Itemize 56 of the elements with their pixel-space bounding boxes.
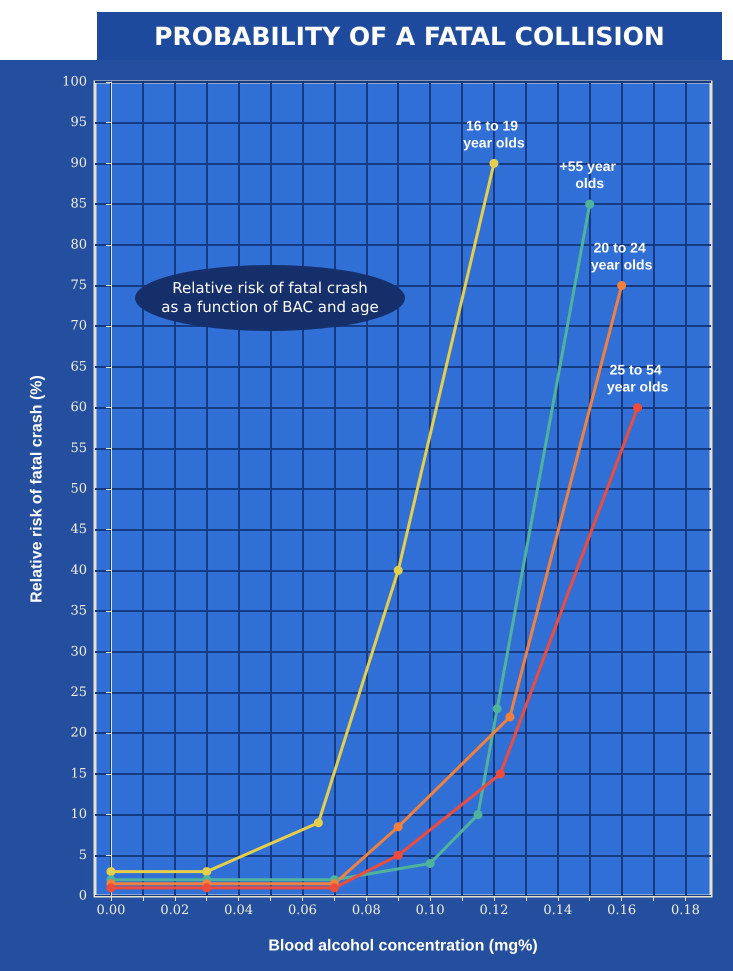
x-tick-label: 0.00 [96,903,126,918]
y-tick-label: 25 [70,685,87,700]
series-label: 25 to 54 year olds [606,362,669,395]
point [617,281,626,290]
y-tick-label: 65 [70,359,87,374]
point [202,867,212,876]
series-label: 16 to 19 year olds [463,117,525,150]
series-label: 20 to 24 year olds [590,240,653,272]
x-tick-label: 0.14 [543,903,572,918]
y-tick-label: 100 [62,74,87,90]
x-tick-label: 0.18 [670,903,700,918]
y-tick-label: 95 [70,115,87,130]
point [202,883,212,892]
y-tick-label: 20 [70,726,87,741]
point [106,867,116,876]
y-tick-label: 50 [70,482,87,496]
y-tick-label: 15 [70,766,87,782]
point [489,158,498,168]
y-tick-label: 40 [70,562,87,578]
chart-title: PROBABILITY OF A FATAL COLLISION [97,12,722,60]
x-tick-label: 0.16 [607,903,636,918]
point [106,883,116,892]
y-tick-label: 35 [70,604,87,619]
x-tick-label: 0.04 [224,903,254,918]
y-axis-title: Relative risk of fatal crash (%) [28,375,46,603]
y-tick-label: 5 [78,848,87,863]
point [633,403,642,412]
point [314,818,323,828]
point [496,769,505,778]
x-tick-label: 0.12 [479,903,508,918]
y-tick-label: 0 [78,888,87,904]
point [492,704,502,714]
y-tick-label: 80 [70,237,87,252]
x-tick-label: 0.08 [352,903,381,918]
point [474,810,483,820]
y-tick-label: 75 [70,278,87,293]
point [426,858,435,868]
point [505,712,514,722]
point [394,566,403,575]
y-tick-label: 55 [70,440,87,456]
x-tick-label: 0.06 [288,903,317,918]
series-label: +55 year olds [560,158,620,192]
y-tick-label: 90 [70,156,87,171]
point [394,822,403,832]
y-tick-label: 60 [70,400,87,416]
point [585,200,594,209]
point [330,883,339,892]
y-tick-label: 85 [70,196,87,212]
y-tick-label: 70 [70,318,87,334]
x-axis-title: Blood alcohol concentration (mg%) [268,938,538,954]
point [394,850,403,860]
y-tick-label: 10 [70,807,87,822]
x-tick-label: 0.02 [160,903,190,918]
y-tick-label: 30 [70,644,87,660]
x-tick-label: 0.10 [416,903,445,918]
y-tick-label: 45 [70,522,87,538]
